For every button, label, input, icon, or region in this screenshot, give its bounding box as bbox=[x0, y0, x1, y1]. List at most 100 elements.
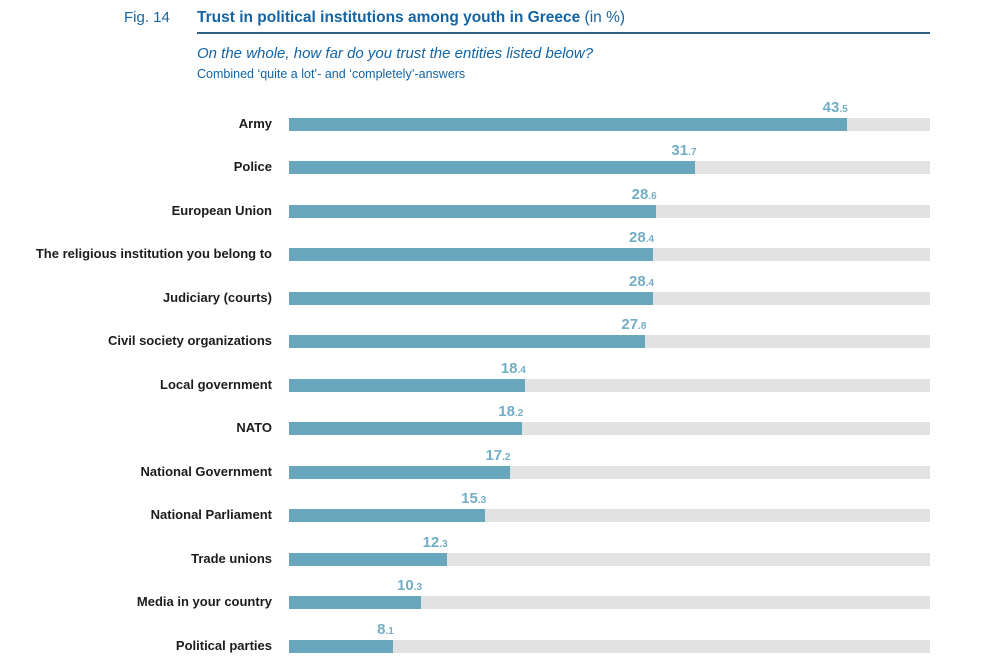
value-decimal: .3 bbox=[413, 582, 423, 593]
value-label: 8.1 bbox=[377, 622, 394, 638]
value-label: 28.4 bbox=[629, 230, 654, 246]
category-label: Civil society organizations bbox=[108, 333, 272, 348]
category-label: European Union bbox=[171, 202, 272, 218]
value-decimal: .8 bbox=[638, 321, 647, 332]
bar-fill: 27.8 bbox=[289, 317, 646, 348]
value-decimal: .4 bbox=[645, 277, 655, 289]
bar-fill: 43.5 bbox=[289, 100, 848, 131]
value-label: 15.3 bbox=[461, 491, 486, 507]
value-integer: 18 bbox=[500, 359, 518, 377]
bar-fill: 18.2 bbox=[289, 404, 523, 435]
value-integer: 27 bbox=[621, 316, 639, 333]
category-label: Police bbox=[233, 159, 272, 174]
bar-track: 28.4 bbox=[289, 274, 930, 305]
category-label: National Government bbox=[140, 463, 272, 479]
bar-row: National Parliament 15.3 bbox=[0, 484, 993, 528]
value-decimal: .7 bbox=[688, 147, 697, 158]
bar-row: National Government 17.2 bbox=[0, 440, 993, 484]
bar-fill: 8.1 bbox=[289, 622, 394, 653]
bar-fill: 18.4 bbox=[289, 361, 526, 392]
value-decimal: .1 bbox=[385, 625, 394, 637]
bar-row: NATO 18.2 bbox=[0, 397, 993, 441]
bar-chart: Army 43.5 Police 31.7 European Union 28.… bbox=[0, 92, 993, 658]
bar-track: 12.3 bbox=[289, 535, 930, 566]
bar-row: Police 31.7 bbox=[0, 136, 993, 180]
bar-track: 15.3 bbox=[289, 491, 930, 522]
category-label: Local government bbox=[160, 376, 272, 392]
value-label: 10.3 bbox=[397, 578, 422, 594]
bar-fill: 28.4 bbox=[289, 274, 654, 305]
value-integer: 8 bbox=[377, 620, 386, 638]
bar-row: Trade unions 12.3 bbox=[0, 527, 993, 571]
value-label: 31.7 bbox=[671, 143, 696, 159]
bar-row: Media in your country 10.3 bbox=[0, 571, 993, 615]
figure-title: Trust in political institutions among yo… bbox=[197, 9, 930, 27]
bar-row: Judiciary (courts) 28.4 bbox=[0, 266, 993, 310]
value-integer: 15 bbox=[461, 490, 478, 507]
bar-row: European Union 28.6 bbox=[0, 179, 993, 223]
category-label: The religious institution you belong to bbox=[35, 246, 272, 261]
bar-row: Local government 18.4 bbox=[0, 353, 993, 397]
figure-title-unit: (in %) bbox=[580, 9, 626, 26]
value-decimal: .2 bbox=[514, 408, 524, 419]
bar-row: Civil society organizations 27.8 bbox=[0, 310, 993, 354]
category-label: NATO bbox=[236, 420, 272, 435]
value-label: 17.2 bbox=[485, 448, 510, 464]
category-label: National Parliament bbox=[150, 507, 272, 522]
value-decimal: .6 bbox=[648, 190, 657, 202]
value-integer: 28 bbox=[629, 272, 646, 290]
bar-track: 10.3 bbox=[289, 578, 930, 609]
bar-fill: 10.3 bbox=[289, 578, 422, 609]
category-label: Army bbox=[238, 115, 272, 131]
value-label: 27.8 bbox=[621, 317, 646, 333]
value-label: 12.3 bbox=[423, 535, 448, 551]
bar-track: 8.1 bbox=[289, 622, 930, 653]
bar-track: 43.5 bbox=[289, 100, 930, 131]
value-decimal: .4 bbox=[517, 364, 526, 376]
value-decimal: .5 bbox=[839, 103, 848, 115]
bar-track: 18.2 bbox=[289, 404, 930, 435]
value-integer: 17 bbox=[485, 446, 503, 464]
figure-header: Trust in political institutions among yo… bbox=[197, 9, 930, 81]
value-integer: 12 bbox=[422, 533, 440, 551]
bar-row: The religious institution you belong to … bbox=[0, 223, 993, 267]
bar-track: 28.4 bbox=[289, 230, 930, 261]
figure-title-text: Trust in political institutions among yo… bbox=[197, 9, 581, 26]
category-label: Trade unions bbox=[191, 550, 272, 566]
figure-number: Fig. 14 bbox=[124, 9, 170, 26]
value-label: 18.4 bbox=[501, 361, 526, 377]
value-integer: 43 bbox=[822, 98, 840, 116]
value-label: 18.2 bbox=[498, 404, 523, 420]
bar-fill: 28.6 bbox=[289, 187, 657, 218]
value-integer: 28 bbox=[629, 229, 646, 246]
bar-fill: 28.4 bbox=[289, 230, 654, 261]
bar-row: Army 43.5 bbox=[0, 92, 993, 136]
value-decimal: .4 bbox=[645, 234, 655, 245]
bar-track: 18.4 bbox=[289, 361, 930, 392]
title-underline bbox=[197, 32, 930, 34]
value-integer: 28 bbox=[631, 185, 649, 203]
bar-row: Political parties 8.1 bbox=[0, 614, 993, 658]
survey-question: On the whole, how far do you trust the e… bbox=[197, 45, 594, 62]
category-label: Judiciary (courts) bbox=[162, 289, 272, 305]
answers-note: Combined ‘quite a lot’- and ‘completely’… bbox=[197, 67, 466, 81]
value-decimal: .2 bbox=[502, 451, 511, 463]
value-decimal: .3 bbox=[477, 495, 487, 506]
bar-fill: 31.7 bbox=[289, 143, 696, 174]
bar-track: 17.2 bbox=[289, 448, 930, 479]
bar-track: 27.8 bbox=[289, 317, 930, 348]
bar-fill: 12.3 bbox=[289, 535, 448, 566]
value-decimal: .3 bbox=[439, 538, 448, 550]
category-label: Political parties bbox=[175, 637, 272, 653]
value-label: 43.5 bbox=[823, 100, 848, 116]
value-integer: 10 bbox=[397, 577, 414, 594]
bar-track: 28.6 bbox=[289, 187, 930, 218]
value-integer: 18 bbox=[498, 403, 515, 420]
bar-fill: 17.2 bbox=[289, 448, 511, 479]
category-label: Media in your country bbox=[136, 594, 272, 609]
value-label: 28.4 bbox=[629, 274, 654, 290]
bar-track: 31.7 bbox=[289, 143, 930, 174]
value-integer: 31 bbox=[671, 142, 689, 159]
value-label: 28.6 bbox=[632, 187, 657, 203]
